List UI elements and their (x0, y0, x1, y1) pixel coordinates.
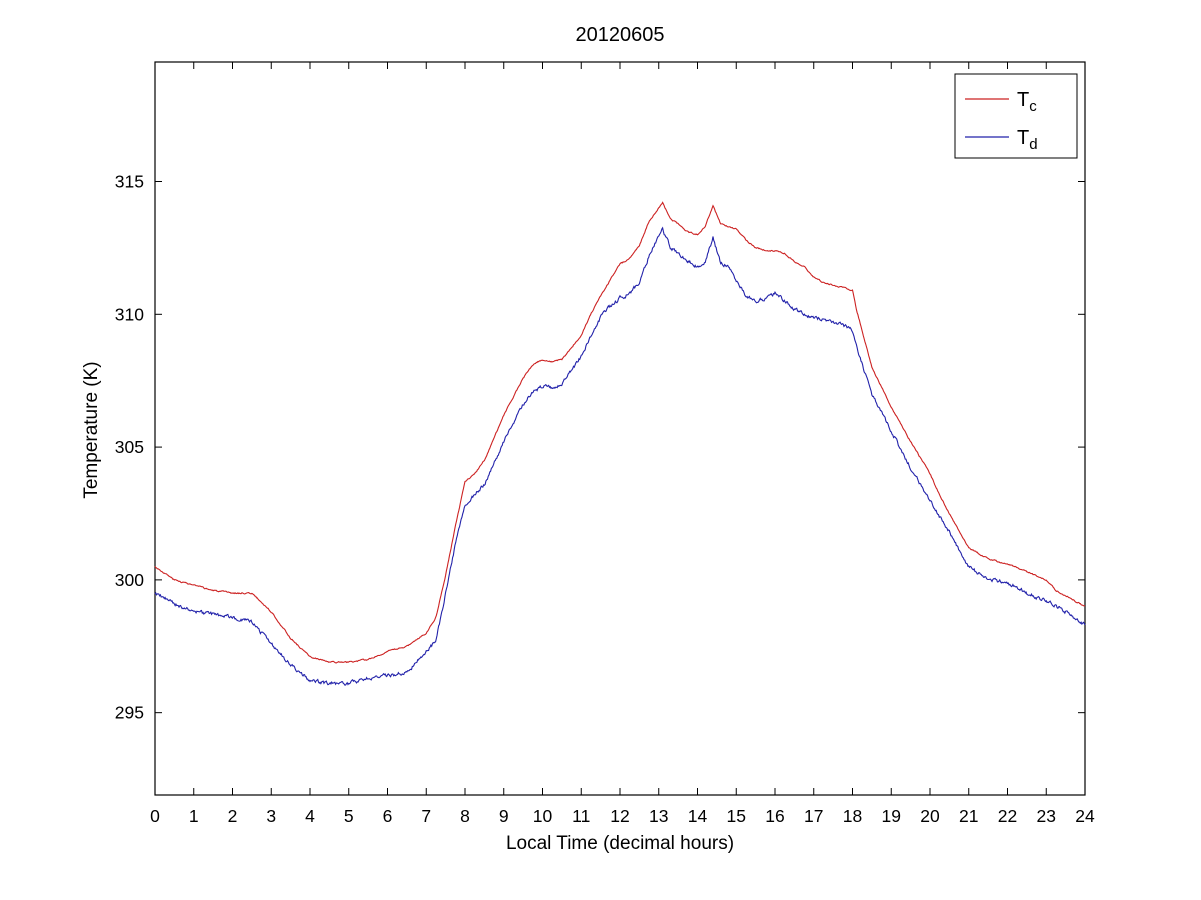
x-tick-label: 9 (499, 806, 509, 826)
x-tick-label: 7 (421, 806, 431, 826)
y-tick-label: 315 (115, 172, 144, 192)
x-tick-label: 8 (460, 806, 470, 826)
x-tick-label: 22 (998, 806, 1017, 826)
x-tick-label: 15 (727, 806, 746, 826)
x-tick-label: 18 (843, 806, 862, 826)
series-line-T_d (154, 226, 1086, 686)
axes-box (154, 61, 1086, 796)
x-tick-label: 23 (1037, 806, 1056, 826)
chart-title: 20120605 (575, 24, 665, 46)
x-tick-label: 5 (344, 806, 354, 826)
x-axis-label: Local Time (decimal hours) (505, 833, 735, 854)
x-tick-label: 17 (804, 806, 823, 826)
x-tick-label: 0 (150, 806, 160, 826)
x-tick-label: 4 (305, 806, 315, 826)
x-tick-label: 20 (920, 806, 940, 826)
x-tick-label: 3 (266, 806, 276, 826)
y-tick-label: 305 (115, 437, 144, 457)
x-tick-label: 2 (228, 806, 238, 826)
x-tick-label: 19 (882, 806, 901, 826)
x-tick-label: 21 (959, 806, 978, 826)
x-tick-label: 16 (765, 806, 784, 826)
x-tick-label: 24 (1075, 806, 1095, 826)
x-tick-label: 10 (533, 806, 553, 826)
y-tick-label: 295 (115, 703, 144, 723)
y-tick-label: 310 (115, 304, 144, 324)
y-tick-label: 300 (115, 570, 144, 590)
x-tick-label: 13 (649, 806, 668, 826)
x-tick-label: 1 (189, 806, 199, 826)
x-tick-label: 12 (610, 806, 629, 826)
series-line-T_c (154, 201, 1086, 664)
x-tick-label: 14 (688, 806, 708, 826)
x-tick-label: 11 (572, 806, 590, 826)
x-tick-label: 6 (383, 806, 393, 826)
legend (954, 73, 1078, 159)
